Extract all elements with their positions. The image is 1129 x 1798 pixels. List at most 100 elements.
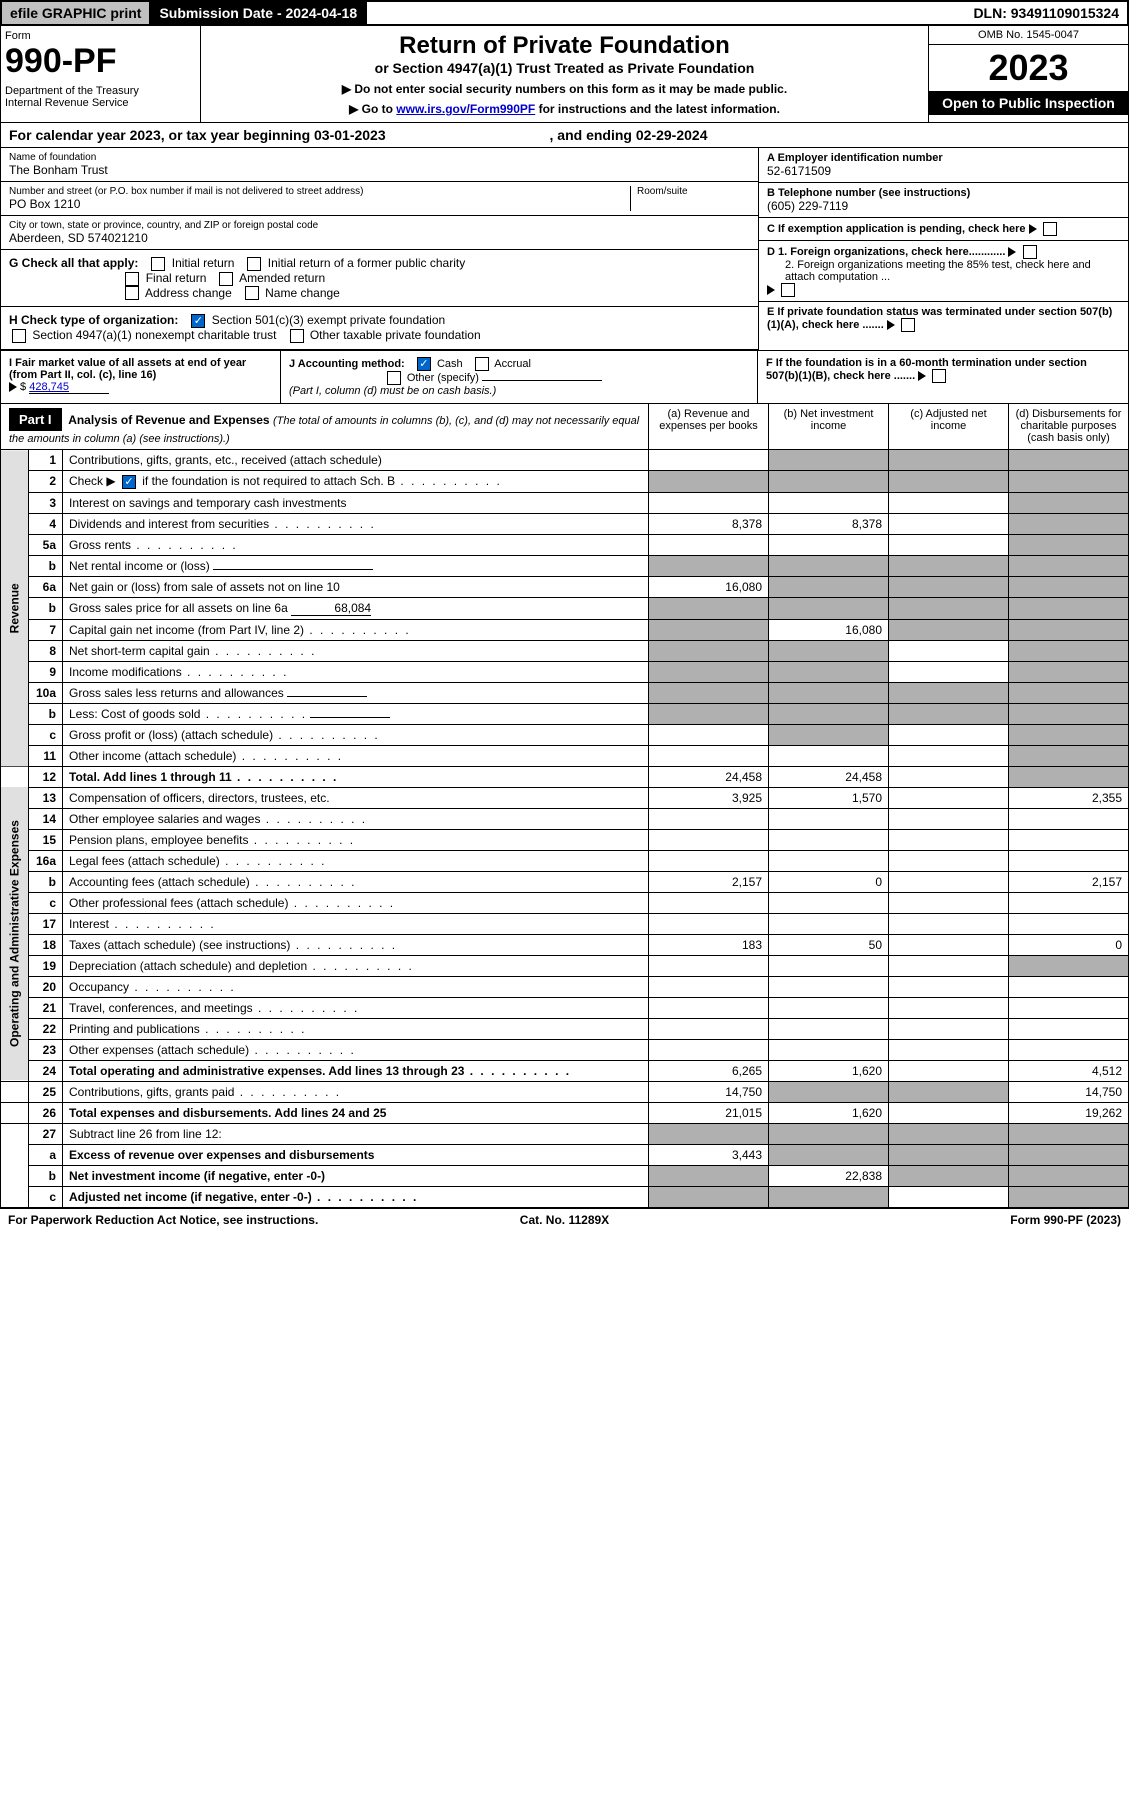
header-right: OMB No. 1545-0047 2023 Open to Public In… (928, 26, 1128, 122)
col-d-head: (d) Disbursements for charitable purpose… (1008, 404, 1128, 449)
dln-label: DLN: 93491109015324 (965, 2, 1127, 24)
r13-a: 3,925 (649, 787, 769, 808)
arrow-icon (887, 320, 895, 330)
table-row: 16aLegal fees (attach schedule) (1, 850, 1129, 871)
table-row: Revenue 1Contributions, gifts, grants, e… (1, 450, 1129, 471)
entity-info: Name of foundation The Bonham Trust Numb… (0, 148, 1129, 351)
cb-schb[interactable] (122, 475, 136, 489)
cb-initial-return[interactable] (151, 257, 165, 271)
h-row: H Check type of organization: Section 50… (1, 307, 758, 350)
table-row: 19Depreciation (attach schedule) and dep… (1, 955, 1129, 976)
table-row: Operating and Administrative Expenses 13… (1, 787, 1129, 808)
table-row: 24Total operating and administrative exp… (1, 1060, 1129, 1081)
r18-d: 0 (1009, 934, 1129, 955)
cb-other-taxable[interactable] (290, 329, 304, 343)
open-inspection: Open to Public Inspection (929, 91, 1128, 115)
form-subtitle: or Section 4947(a)(1) Trust Treated as P… (207, 60, 922, 76)
table-row: bNet investment income (if negative, ent… (1, 1165, 1129, 1186)
footer-right: Form 990-PF (2023) (750, 1213, 1121, 1227)
r7-b: 16,080 (769, 619, 889, 640)
table-row: 14Other employee salaries and wages (1, 808, 1129, 829)
year-end: 02-29-2024 (636, 127, 708, 143)
col-b-head: (b) Net investment income (768, 404, 888, 449)
ij-row: I Fair market value of all assets at end… (0, 351, 1129, 404)
table-row: 3Interest on savings and temporary cash … (1, 492, 1129, 513)
form-header: Form 990-PF Department of the TreasuryIn… (0, 26, 1129, 123)
cb-d2[interactable] (781, 283, 795, 297)
cb-other-method[interactable] (387, 371, 401, 385)
form-number: 990-PF (5, 42, 196, 81)
omb-number: OMB No. 1545-0047 (929, 26, 1128, 45)
cb-d1[interactable] (1023, 245, 1037, 259)
table-row: 17Interest (1, 913, 1129, 934)
cb-name-change[interactable] (245, 286, 259, 300)
r24-a: 6,265 (649, 1060, 769, 1081)
table-row: 10aGross sales less returns and allowanc… (1, 682, 1129, 703)
cb-amended[interactable] (219, 272, 233, 286)
table-row: bLess: Cost of goods sold (1, 703, 1129, 724)
r4-a: 8,378 (649, 513, 769, 534)
table-row: 4Dividends and interest from securities8… (1, 513, 1129, 534)
irs-link[interactable]: www.irs.gov/Form990PF (396, 102, 535, 116)
form-title: Return of Private Foundation (207, 32, 922, 60)
part1-header: Part I Analysis of Revenue and Expenses … (0, 404, 1129, 450)
i-cell: I Fair market value of all assets at end… (1, 351, 281, 403)
page-footer: For Paperwork Reduction Act Notice, see … (0, 1208, 1129, 1231)
address-cell: Number and street (or P.O. box number if… (9, 186, 630, 211)
table-row: bGross sales price for all assets on lin… (1, 597, 1129, 619)
r16b-d: 2,157 (1009, 871, 1129, 892)
col-a-head: (a) Revenue and expenses per books (648, 404, 768, 449)
efile-label[interactable]: efile GRAPHIC print (2, 2, 151, 24)
table-row: 27Subtract line 26 from line 12: (1, 1123, 1129, 1144)
top-bar: efile GRAPHIC print Submission Date - 20… (0, 0, 1129, 26)
header-center: Return of Private Foundation or Section … (201, 26, 928, 122)
r18-b: 50 (769, 934, 889, 955)
table-row: 25Contributions, gifts, grants paid14,75… (1, 1081, 1129, 1102)
r26-d: 19,262 (1009, 1102, 1129, 1123)
city-value: Aberdeen, SD 574021210 (9, 231, 750, 245)
table-row: 12Total. Add lines 1 through 1124,45824,… (1, 766, 1129, 787)
r6a-a: 16,080 (649, 576, 769, 597)
r25-a: 14,750 (649, 1081, 769, 1102)
tel-cell: B Telephone number (see instructions) (6… (759, 183, 1128, 218)
r25-d: 14,750 (1009, 1081, 1129, 1102)
table-row: 11Other income (attach schedule) (1, 745, 1129, 766)
table-row: 20Occupancy (1, 976, 1129, 997)
table-row: cAdjusted net income (if negative, enter… (1, 1186, 1129, 1207)
foundation-name-cell: Name of foundation The Bonham Trust (1, 148, 758, 182)
expenses-vlabel: Operating and Administrative Expenses (1, 787, 29, 1081)
cb-f[interactable] (932, 369, 946, 383)
cb-501c3[interactable] (191, 314, 205, 328)
table-row: 23Other expenses (attach schedule) (1, 1039, 1129, 1060)
cb-cash[interactable] (417, 357, 431, 371)
table-row: 2Check ▶ if the foundation is not requir… (1, 471, 1129, 493)
table-row: 18Taxes (attach schedule) (see instructi… (1, 934, 1129, 955)
r16b-a: 2,157 (649, 871, 769, 892)
table-row: bAccounting fees (attach schedule)2,1570… (1, 871, 1129, 892)
r18-a: 183 (649, 934, 769, 955)
part1-table: Revenue 1Contributions, gifts, grants, e… (0, 450, 1129, 1208)
goto-note: ▶ Go to www.irs.gov/Form990PF for instru… (207, 102, 922, 116)
footer-center: Cat. No. 11289X (379, 1213, 750, 1227)
r26-b: 1,620 (769, 1102, 889, 1123)
cb-initial-former[interactable] (247, 257, 261, 271)
r24-b: 1,620 (769, 1060, 889, 1081)
table-row: 15Pension plans, employee benefits (1, 829, 1129, 850)
table-row: cOther professional fees (attach schedul… (1, 892, 1129, 913)
arrow-icon (1008, 247, 1016, 257)
cb-final-return[interactable] (125, 272, 139, 286)
cb-e[interactable] (901, 318, 915, 332)
col-c-head: (c) Adjusted net income (888, 404, 1008, 449)
part-title: Analysis of Revenue and Expenses (68, 413, 269, 427)
submission-date: Submission Date - 2024-04-18 (151, 2, 367, 24)
address-value: PO Box 1210 (9, 197, 630, 211)
city-cell: City or town, state or province, country… (1, 216, 758, 250)
fmv-value[interactable]: 428,745 (29, 381, 109, 394)
table-row: aExcess of revenue over expenses and dis… (1, 1144, 1129, 1165)
cb-c[interactable] (1043, 222, 1057, 236)
cb-accrual[interactable] (475, 357, 489, 371)
cb-address-change[interactable] (125, 286, 139, 300)
revenue-vlabel: Revenue (1, 450, 29, 766)
cb-4947[interactable] (12, 329, 26, 343)
table-row: 22Printing and publications (1, 1018, 1129, 1039)
